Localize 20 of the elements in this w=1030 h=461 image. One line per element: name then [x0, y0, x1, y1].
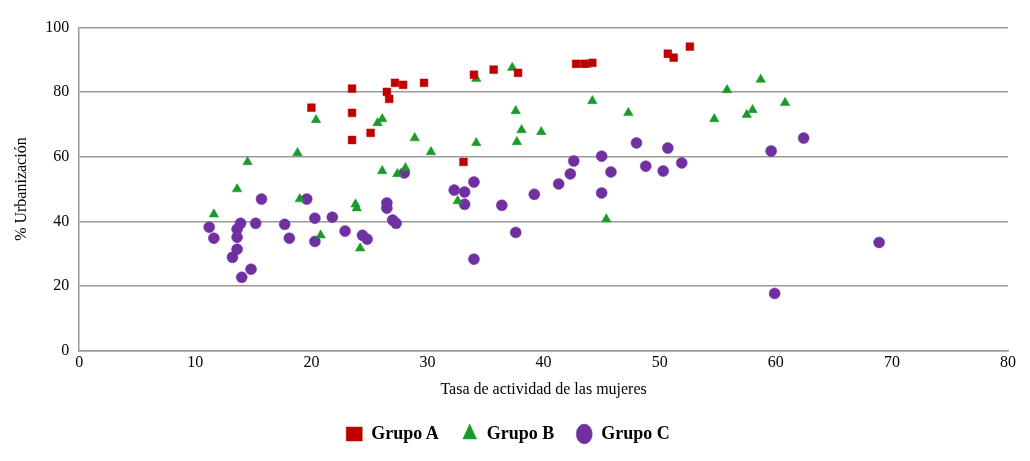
x-tick-label: 0 [75, 353, 84, 371]
y-tick-label: 0 [61, 340, 70, 358]
x-tick-label: 70 [883, 353, 900, 371]
y-tick-label: 80 [53, 82, 70, 100]
x-tick-label: 40 [535, 353, 552, 371]
y-tick-label: 100 [45, 17, 70, 35]
x-tick-label: 50 [651, 353, 668, 371]
y-tick-label: 60 [53, 147, 70, 164]
legend-label: Grupo B [486, 422, 555, 443]
x-axis-title: Tasa de actividad de las mujeres [440, 379, 647, 398]
x-tick-label: 30 [419, 353, 436, 371]
legend-label: Grupo C [601, 422, 670, 443]
x-tick-label: 80 [1000, 353, 1016, 371]
y-axis-title: % Urbanización [11, 137, 29, 241]
x-tick-label: 20 [303, 353, 320, 371]
y-tick-label: 20 [53, 276, 70, 294]
x-tick-label: 10 [187, 353, 204, 371]
x-tick-label: 60 [767, 353, 784, 371]
legend-label: Grupo A [371, 422, 439, 443]
y-tick-label: 40 [53, 211, 70, 229]
